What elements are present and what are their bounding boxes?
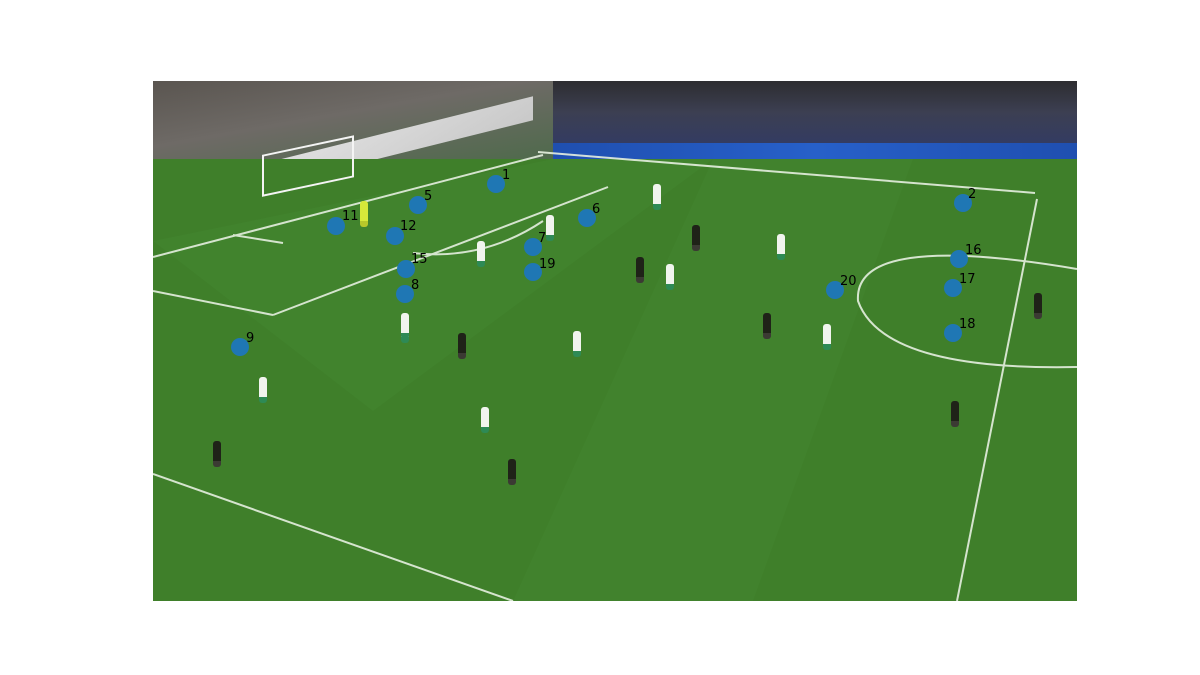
marker-label-8: 8 bbox=[411, 278, 420, 293]
player bbox=[259, 377, 267, 403]
marker-label-1: 1 bbox=[502, 168, 511, 183]
marker-1 bbox=[487, 175, 505, 193]
marker-5 bbox=[409, 196, 427, 214]
player bbox=[458, 333, 466, 359]
marker-label-9: 9 bbox=[246, 331, 255, 346]
player bbox=[692, 225, 700, 251]
player bbox=[481, 407, 489, 433]
marker-18 bbox=[944, 324, 962, 342]
marker-label-19: 19 bbox=[539, 257, 556, 272]
marker-label-17: 17 bbox=[959, 272, 976, 287]
marker-label-12: 12 bbox=[400, 219, 417, 234]
player bbox=[477, 241, 485, 267]
player bbox=[653, 184, 661, 210]
marker-2 bbox=[954, 194, 972, 212]
marker-19 bbox=[524, 263, 542, 281]
marker-label-11: 11 bbox=[342, 209, 359, 224]
marker-label-18: 18 bbox=[959, 317, 976, 332]
marker-label-2: 2 bbox=[968, 187, 977, 202]
player bbox=[636, 257, 644, 283]
marker-8 bbox=[396, 285, 414, 303]
marker-label-6: 6 bbox=[592, 202, 601, 217]
player bbox=[777, 234, 785, 260]
player bbox=[213, 441, 221, 467]
player bbox=[763, 313, 771, 339]
marker-16 bbox=[950, 250, 968, 268]
marker-20 bbox=[826, 281, 844, 299]
player bbox=[951, 401, 959, 427]
marker-label-5: 5 bbox=[424, 189, 433, 204]
marker-9 bbox=[231, 338, 249, 356]
marker-15 bbox=[397, 260, 415, 278]
marker-7 bbox=[524, 238, 542, 256]
marker-6 bbox=[578, 209, 596, 227]
marker-17 bbox=[944, 279, 962, 297]
player bbox=[360, 201, 368, 227]
player bbox=[401, 313, 409, 339]
marker-12 bbox=[386, 227, 404, 245]
player bbox=[573, 331, 581, 357]
marker-label-7: 7 bbox=[538, 231, 547, 246]
player bbox=[666, 264, 674, 290]
marker-label-16: 16 bbox=[965, 243, 982, 258]
player bbox=[823, 324, 831, 350]
marker-label-20: 20 bbox=[840, 274, 857, 289]
match-frame bbox=[153, 81, 1077, 601]
marker-label-15: 15 bbox=[411, 252, 428, 267]
player bbox=[508, 459, 516, 485]
player bbox=[1034, 293, 1042, 319]
marker-11 bbox=[327, 217, 345, 235]
pitch-lines bbox=[153, 135, 1077, 601]
advertising-board bbox=[553, 143, 1077, 159]
player bbox=[546, 215, 554, 241]
